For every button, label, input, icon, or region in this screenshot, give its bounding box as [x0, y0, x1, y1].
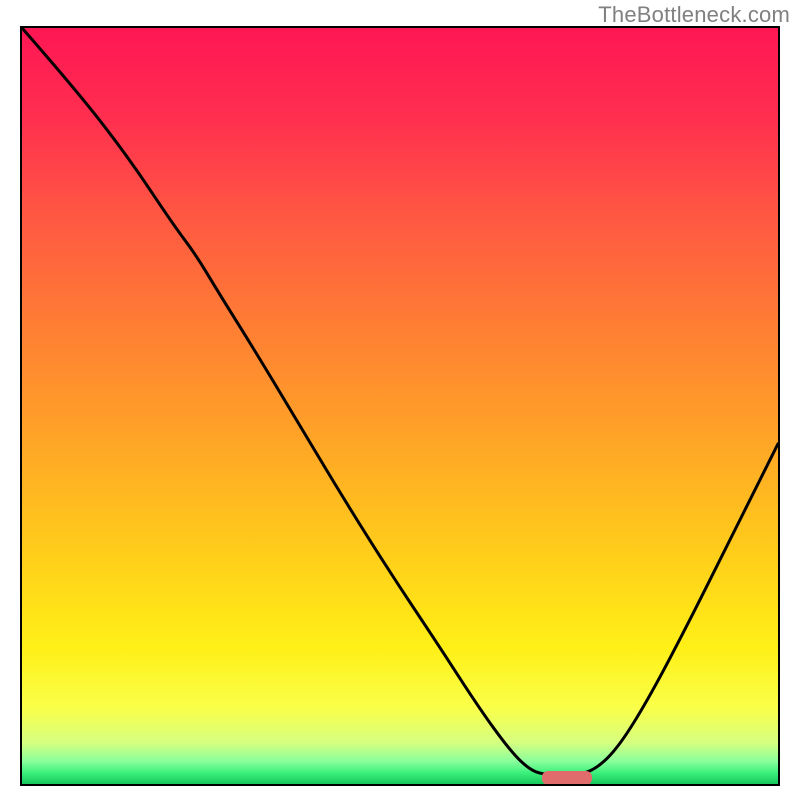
optimal-marker — [542, 771, 591, 785]
watermark-text: TheBottleneck.com — [598, 2, 790, 28]
stage: TheBottleneck.com — [0, 0, 800, 800]
plot-area — [20, 26, 780, 786]
bottleneck-curve — [22, 28, 778, 784]
